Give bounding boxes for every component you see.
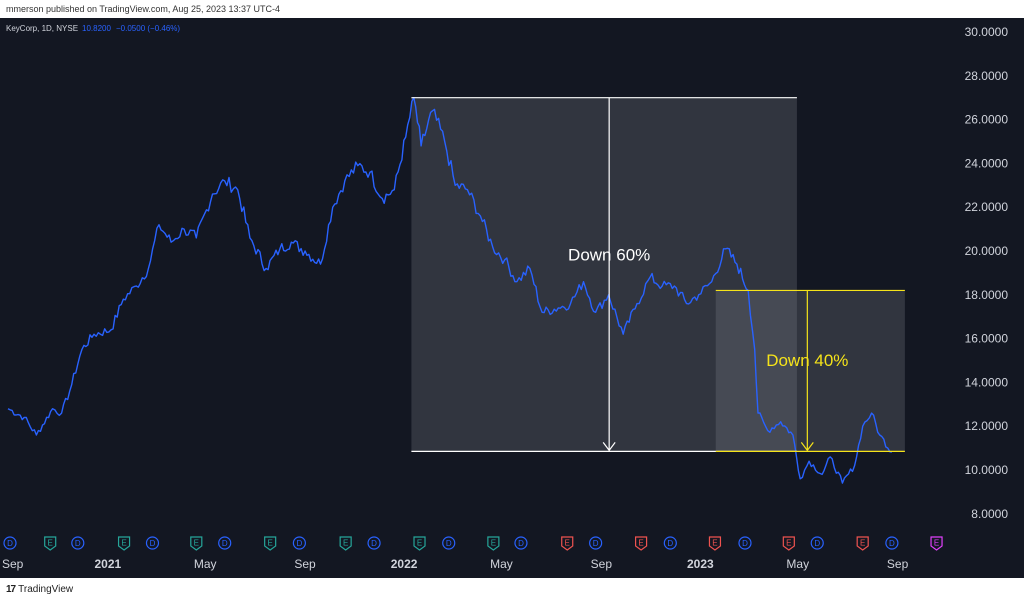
earnings-marker-label: E	[712, 539, 717, 548]
earnings-marker-icon	[708, 536, 722, 551]
y-tick-label: 10.0000	[965, 463, 1009, 477]
earnings-marker-icon	[634, 536, 648, 551]
earnings-marker-icon	[856, 536, 869, 551]
dividend-marker-icon	[145, 536, 160, 550]
earnings-marker-label: E	[934, 539, 939, 548]
tradingview-logo[interactable]: 17 TradingView	[6, 584, 73, 595]
earnings-marker-label: E	[194, 539, 199, 548]
measure-label-2: Down 40%	[766, 351, 848, 370]
measure-box-1	[411, 97, 797, 452]
earnings-marker-label: E	[343, 539, 348, 548]
x-tick-label: Sep	[2, 557, 24, 571]
earnings-marker-label: E	[48, 539, 53, 548]
dividend-marker-icon	[885, 536, 899, 550]
dividend-marker-icon	[442, 536, 456, 550]
dividend-marker-label: D	[7, 539, 13, 548]
dividend-marker-label: D	[814, 539, 820, 548]
y-tick-label: 8.0000	[971, 507, 1008, 521]
earnings-marker-label: E	[860, 539, 865, 548]
earnings-marker-label: E	[786, 539, 791, 548]
earnings-marker-icon	[190, 536, 203, 551]
earnings-marker-label: E	[638, 539, 643, 548]
earnings-marker-label: E	[121, 539, 126, 548]
y-tick-label: 14.0000	[965, 375, 1009, 389]
y-tick-label: 20.0000	[965, 244, 1009, 258]
x-tick-label: Sep	[887, 557, 909, 571]
dividend-marker-label: D	[296, 539, 302, 548]
measure-label-1: Down 60%	[568, 245, 650, 264]
y-tick-label: 24.0000	[965, 156, 1009, 170]
x-tick-label: Sep	[591, 557, 613, 571]
measure-arrowhead-1	[602, 442, 616, 452]
x-tick-label: May	[490, 557, 513, 571]
x-tick-label: May	[194, 557, 217, 571]
dividend-marker-icon	[367, 536, 381, 550]
dividend-marker-icon	[71, 536, 85, 550]
measure-arrowhead-2	[800, 442, 814, 452]
dividend-marker-icon	[663, 536, 677, 550]
y-tick-label: 28.0000	[965, 69, 1009, 83]
dividend-marker-icon	[292, 536, 306, 550]
dividend-marker-icon	[810, 536, 824, 550]
dividend-marker-label: D	[889, 539, 895, 548]
x-tick-label: Sep	[294, 557, 316, 571]
brand-name: TradingView	[18, 584, 74, 595]
dividend-marker-label: D	[742, 539, 748, 548]
x-tick-label: 2023	[687, 557, 714, 571]
earnings-marker-icon	[487, 536, 500, 551]
symbol-legend: KeyCorp, 1D, NYSE 10.8200 −0.0500 (−0.46…	[6, 24, 180, 33]
dividend-marker-icon	[3, 536, 17, 550]
dividend-marker-icon	[514, 536, 528, 550]
earnings-marker-icon	[117, 536, 131, 551]
chart-svg[interactable]: Down 60% Down 40% D E D E D E D E D E D E D E D E D E D E D E D…	[0, 18, 1024, 578]
y-tick-label: 22.0000	[965, 200, 1009, 214]
dividend-marker-label: D	[667, 539, 673, 548]
earnings-marker-icon	[930, 536, 943, 551]
dividend-marker-label: D	[446, 539, 452, 548]
x-tick-label: 2022	[391, 557, 418, 571]
earnings-marker-icon	[44, 536, 57, 551]
dividend-marker-icon	[738, 536, 752, 550]
dividend-marker-label: D	[75, 539, 81, 548]
dividend-marker-label: D	[222, 539, 228, 548]
legend-last-price: 10.8200	[82, 24, 111, 33]
earnings-marker-icon	[413, 536, 426, 551]
dividend-marker-label: D	[150, 539, 156, 548]
dividend-marker-label: D	[518, 539, 524, 548]
dividend-marker-icon	[589, 536, 603, 550]
dividend-marker-icon	[218, 536, 232, 550]
earnings-marker-label: E	[267, 539, 272, 548]
earnings-marker-icon	[339, 536, 352, 551]
price-series-line	[7, 97, 892, 484]
earnings-marker-label: E	[565, 539, 570, 548]
publish-header: mmerson published on TradingView.com, Au…	[0, 0, 1024, 18]
tradingview-mark-icon: 17	[6, 584, 16, 595]
measure-box-2	[715, 290, 905, 452]
earnings-marker-icon	[782, 536, 795, 551]
earnings-marker-label: E	[417, 539, 422, 548]
footer: 17 TradingView	[0, 578, 1024, 603]
legend-change: −0.0500 (−0.46%)	[116, 24, 180, 33]
earnings-marker-icon	[561, 536, 574, 551]
y-tick-label: 26.0000	[965, 113, 1009, 127]
x-tick-label: 2021	[94, 557, 121, 571]
dividend-marker-label: D	[593, 539, 599, 548]
earnings-marker-label: E	[491, 539, 496, 548]
legend-symbol: KeyCorp, 1D, NYSE	[6, 24, 78, 33]
y-tick-label: 12.0000	[965, 419, 1009, 433]
y-tick-label: 30.0000	[965, 25, 1009, 39]
earnings-marker-icon	[264, 536, 277, 551]
dividend-marker-label: D	[371, 539, 377, 548]
y-tick-label: 18.0000	[965, 288, 1009, 302]
x-tick-label: May	[786, 557, 809, 571]
price-chart[interactable]: Down 60% Down 40% D E D E D E D E D E D E D E D E D E D E D E D…	[0, 18, 1024, 578]
y-tick-label: 16.0000	[965, 332, 1009, 346]
